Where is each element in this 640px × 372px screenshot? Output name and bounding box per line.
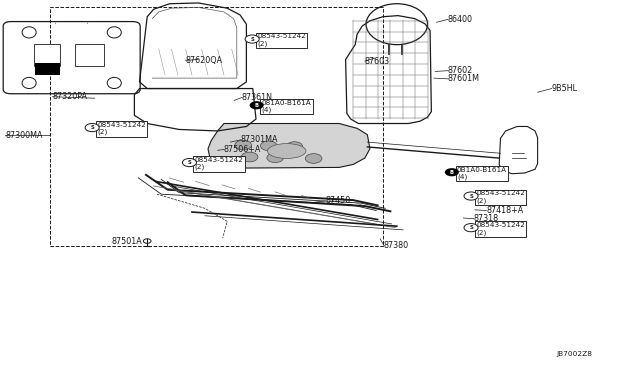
- Circle shape: [305, 154, 322, 163]
- Circle shape: [260, 141, 277, 151]
- Bar: [50, 7, 383, 246]
- Circle shape: [445, 168, 459, 176]
- Text: 081A0-B161A
(4): 081A0-B161A (4): [262, 100, 312, 113]
- Bar: [75, 44, 104, 65]
- Text: 87320PA: 87320PA: [52, 92, 88, 101]
- Circle shape: [101, 125, 110, 131]
- Circle shape: [286, 142, 303, 151]
- Circle shape: [464, 224, 478, 232]
- Bar: [34, 44, 60, 65]
- Text: 87450: 87450: [325, 196, 350, 205]
- Text: S: S: [469, 193, 473, 199]
- Circle shape: [241, 152, 258, 162]
- Bar: [35, 63, 60, 75]
- Circle shape: [182, 158, 196, 167]
- Circle shape: [479, 226, 488, 231]
- Polygon shape: [208, 124, 370, 168]
- Text: 87380: 87380: [384, 241, 409, 250]
- Circle shape: [195, 160, 204, 166]
- Circle shape: [85, 124, 99, 132]
- Text: 08543-51242
(2): 08543-51242 (2): [97, 122, 146, 135]
- Circle shape: [464, 192, 478, 200]
- Text: B: B: [450, 170, 454, 175]
- Ellipse shape: [268, 144, 306, 158]
- Text: 87300MA: 87300MA: [5, 131, 43, 140]
- Text: B: B: [255, 103, 259, 108]
- Text: 86400: 86400: [448, 15, 473, 24]
- Text: 08543-51242
(2): 08543-51242 (2): [476, 222, 525, 235]
- Circle shape: [245, 35, 259, 43]
- Text: S: S: [188, 160, 191, 165]
- Text: 87301MA: 87301MA: [241, 135, 278, 144]
- Circle shape: [250, 101, 264, 109]
- Text: 08543-51242
(2): 08543-51242 (2): [476, 190, 525, 204]
- Text: 87620QA: 87620QA: [186, 56, 223, 65]
- Text: 87603: 87603: [365, 57, 390, 65]
- Circle shape: [235, 140, 252, 150]
- Text: 08543-51242
(2): 08543-51242 (2): [257, 33, 306, 47]
- Text: 87361N: 87361N: [242, 93, 273, 102]
- Text: 08543-51242
(2): 08543-51242 (2): [195, 157, 243, 170]
- Text: JB7002Z8: JB7002Z8: [557, 351, 593, 357]
- Text: 9B5HL: 9B5HL: [552, 84, 578, 93]
- Text: S: S: [90, 125, 94, 130]
- Text: S: S: [469, 225, 473, 230]
- Text: 87601M: 87601M: [448, 74, 480, 83]
- Circle shape: [479, 194, 488, 199]
- Text: 0B1A0-B161A
(4): 0B1A0-B161A (4): [457, 167, 507, 180]
- Text: 87501A: 87501A: [112, 237, 143, 246]
- Text: 87602: 87602: [448, 66, 473, 75]
- Circle shape: [267, 153, 284, 163]
- Text: 87318: 87318: [474, 214, 499, 223]
- Text: 87418+A: 87418+A: [486, 206, 524, 215]
- Circle shape: [262, 38, 271, 43]
- Text: 87506+A: 87506+A: [224, 145, 261, 154]
- Text: S: S: [250, 36, 254, 42]
